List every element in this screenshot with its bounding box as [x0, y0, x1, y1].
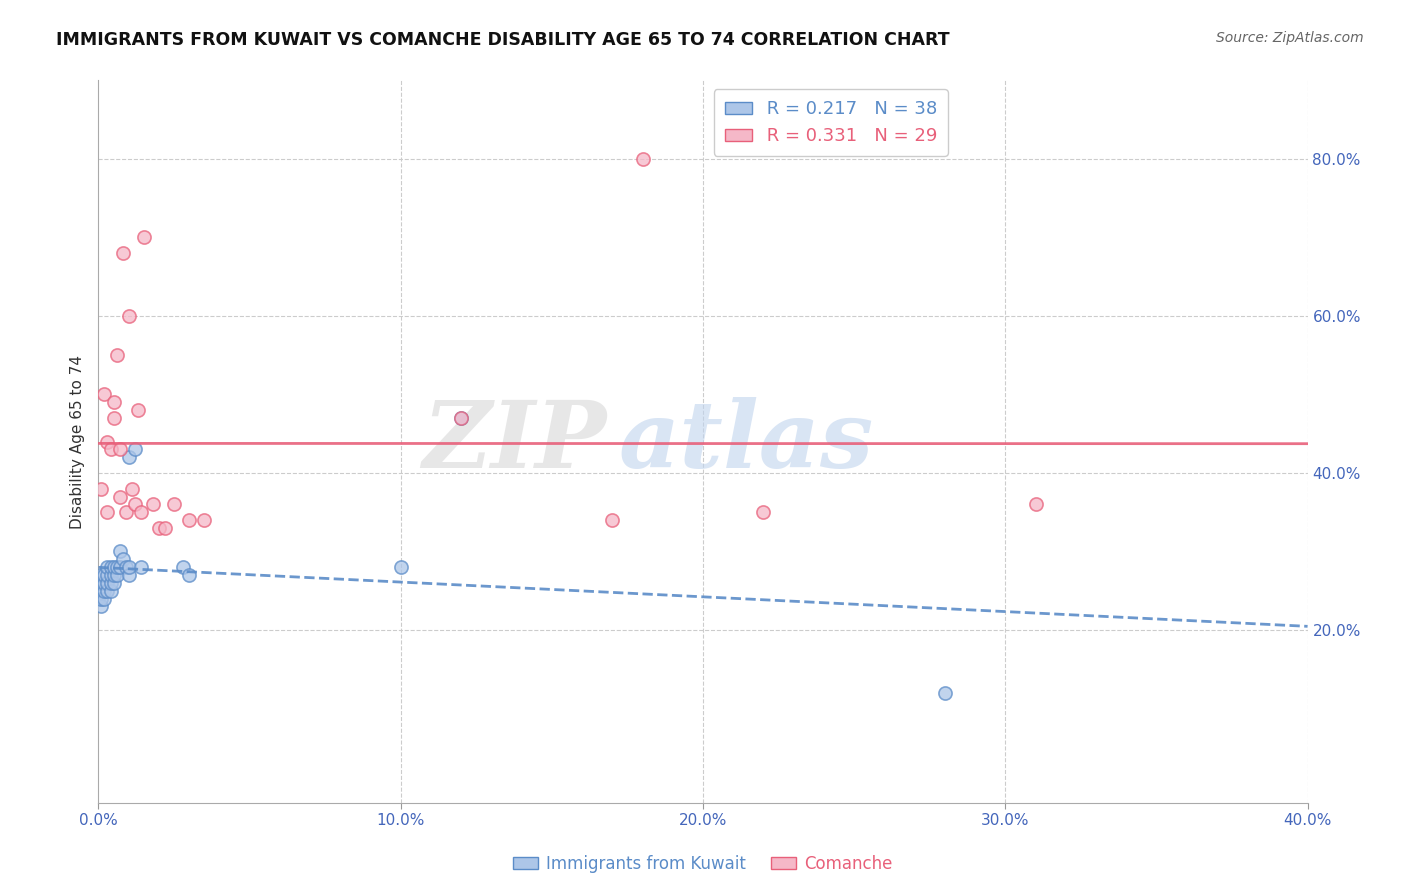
Point — [108, 544, 131, 558]
Point — [631, 152, 654, 166]
Point — [90, 583, 112, 598]
Point — [103, 411, 125, 425]
Point — [96, 568, 118, 582]
Point — [602, 513, 624, 527]
Point — [129, 505, 152, 519]
Point — [103, 575, 125, 590]
Point — [108, 490, 131, 504]
Point — [142, 497, 165, 511]
Legend: Immigrants from Kuwait, Comanche: Immigrants from Kuwait, Comanche — [506, 848, 900, 880]
Point — [93, 568, 115, 582]
Point — [96, 505, 118, 519]
Point — [752, 505, 775, 519]
Point — [179, 513, 201, 527]
Point — [118, 560, 141, 574]
Point — [118, 450, 141, 465]
Point — [96, 560, 118, 574]
Text: IMMIGRANTS FROM KUWAIT VS COMANCHE DISABILITY AGE 65 TO 74 CORRELATION CHART: IMMIGRANTS FROM KUWAIT VS COMANCHE DISAB… — [56, 31, 950, 49]
Point — [105, 348, 128, 362]
Point — [450, 411, 472, 425]
Point — [179, 568, 201, 582]
Point — [93, 591, 115, 606]
Point — [153, 521, 176, 535]
Point — [111, 552, 134, 566]
Point — [96, 575, 118, 590]
Point — [124, 442, 146, 457]
Point — [100, 442, 122, 457]
Point — [100, 575, 122, 590]
Point — [148, 521, 170, 535]
Point — [93, 575, 115, 590]
Point — [172, 560, 194, 574]
Point — [103, 395, 125, 409]
Point — [124, 497, 146, 511]
Point — [105, 560, 128, 574]
Point — [193, 513, 215, 527]
Text: Source: ZipAtlas.com: Source: ZipAtlas.com — [1216, 31, 1364, 45]
Point — [108, 442, 131, 457]
Point — [87, 591, 110, 606]
Point — [108, 560, 131, 574]
Point — [114, 560, 136, 574]
Point — [90, 568, 112, 582]
Point — [121, 482, 143, 496]
Point — [163, 497, 186, 511]
Point — [100, 568, 122, 582]
Point — [105, 568, 128, 582]
Point — [118, 309, 141, 323]
Point — [90, 599, 112, 614]
Point — [129, 560, 152, 574]
Point — [934, 686, 956, 700]
Point — [96, 434, 118, 449]
Legend:  R = 0.217   N = 38,  R = 0.331   N = 29: R = 0.217 N = 38, R = 0.331 N = 29 — [714, 89, 948, 156]
Point — [100, 583, 122, 598]
Point — [118, 568, 141, 582]
Text: ZIP: ZIP — [422, 397, 606, 486]
Point — [103, 568, 125, 582]
Point — [87, 575, 110, 590]
Point — [93, 387, 115, 401]
Point — [100, 560, 122, 574]
Point — [96, 583, 118, 598]
Point — [111, 246, 134, 260]
Point — [1024, 497, 1046, 511]
Point — [90, 575, 112, 590]
Y-axis label: Disability Age 65 to 74: Disability Age 65 to 74 — [69, 354, 84, 529]
Point — [90, 591, 112, 606]
Point — [127, 403, 149, 417]
Point — [90, 482, 112, 496]
Point — [450, 411, 472, 425]
Point — [103, 560, 125, 574]
Point — [93, 583, 115, 598]
Point — [132, 230, 155, 244]
Text: atlas: atlas — [619, 397, 873, 486]
Point — [114, 505, 136, 519]
Point — [389, 560, 412, 574]
